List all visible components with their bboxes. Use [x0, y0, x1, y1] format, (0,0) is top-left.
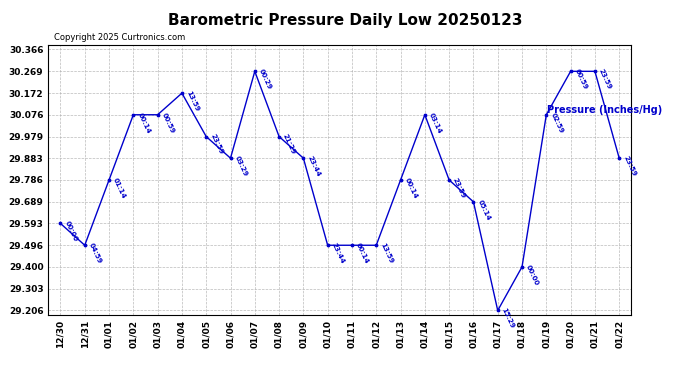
Text: 23:59: 23:59: [622, 155, 637, 177]
Text: 23:44: 23:44: [331, 242, 346, 265]
Text: 13:59: 13:59: [185, 90, 199, 112]
Text: 04:59: 04:59: [88, 242, 103, 265]
Text: 23:59: 23:59: [209, 134, 224, 156]
Text: 02:59: 02:59: [549, 111, 564, 134]
Text: 01:14: 01:14: [112, 177, 127, 200]
Text: 13:59: 13:59: [380, 242, 394, 265]
Text: 00:14: 00:14: [355, 242, 370, 265]
Text: 00:14: 00:14: [404, 177, 418, 200]
Text: 00:59: 00:59: [573, 68, 589, 91]
Text: Pressure (Inches/Hg): Pressure (Inches/Hg): [547, 105, 662, 115]
Text: 00:00: 00:00: [63, 220, 78, 243]
Text: 21:29: 21:29: [282, 134, 297, 156]
Text: 23:59: 23:59: [598, 68, 613, 91]
Text: 23:44: 23:44: [306, 155, 321, 178]
Text: 23:59: 23:59: [452, 177, 467, 199]
Text: Copyright 2025 Curtronics.com: Copyright 2025 Curtronics.com: [54, 33, 186, 42]
Text: 05:14: 05:14: [476, 199, 491, 221]
Text: Barometric Pressure Daily Low 20250123: Barometric Pressure Daily Low 20250123: [168, 13, 522, 28]
Text: 15:29: 15:29: [501, 307, 515, 330]
Text: 00:14: 00:14: [136, 111, 151, 134]
Text: 00:00: 00:00: [525, 264, 540, 286]
Text: 03:29: 03:29: [233, 155, 248, 177]
Text: 03:14: 03:14: [428, 111, 443, 134]
Text: 00:29: 00:29: [257, 68, 273, 91]
Text: 00:59: 00:59: [161, 111, 175, 134]
